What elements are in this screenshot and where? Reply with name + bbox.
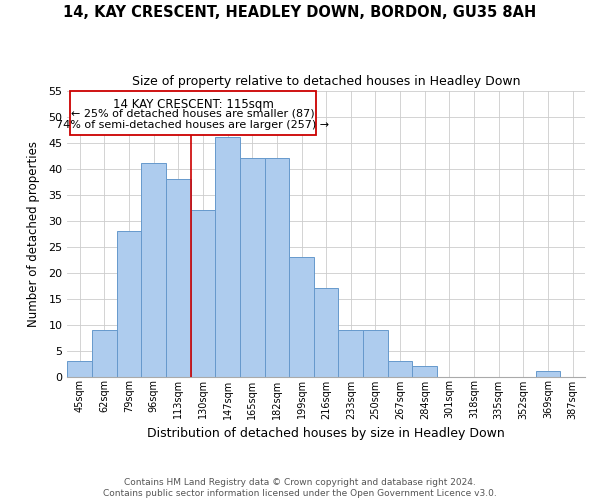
- Bar: [67, 361, 92, 376]
- X-axis label: Distribution of detached houses by size in Headley Down: Distribution of detached houses by size …: [147, 427, 505, 440]
- Bar: [240, 158, 265, 376]
- Bar: [141, 164, 166, 376]
- Bar: [388, 361, 412, 376]
- Y-axis label: Number of detached properties: Number of detached properties: [27, 140, 40, 326]
- Bar: [338, 330, 363, 376]
- Bar: [215, 138, 240, 376]
- Text: 14 KAY CRESCENT: 115sqm: 14 KAY CRESCENT: 115sqm: [113, 98, 274, 111]
- Bar: [116, 231, 141, 376]
- Bar: [314, 288, 338, 376]
- Text: 74% of semi-detached houses are larger (257) →: 74% of semi-detached houses are larger (…: [56, 120, 329, 130]
- Bar: [92, 330, 116, 376]
- Bar: [166, 179, 191, 376]
- Text: 14, KAY CRESCENT, HEADLEY DOWN, BORDON, GU35 8AH: 14, KAY CRESCENT, HEADLEY DOWN, BORDON, …: [64, 5, 536, 20]
- Bar: [289, 257, 314, 376]
- FancyBboxPatch shape: [70, 90, 316, 134]
- Bar: [191, 210, 215, 376]
- Text: ← 25% of detached houses are smaller (87): ← 25% of detached houses are smaller (87…: [71, 109, 315, 119]
- Bar: [412, 366, 437, 376]
- Bar: [363, 330, 388, 376]
- Text: Contains HM Land Registry data © Crown copyright and database right 2024.
Contai: Contains HM Land Registry data © Crown c…: [103, 478, 497, 498]
- Bar: [536, 372, 560, 376]
- Title: Size of property relative to detached houses in Headley Down: Size of property relative to detached ho…: [132, 75, 520, 88]
- Bar: [265, 158, 289, 376]
